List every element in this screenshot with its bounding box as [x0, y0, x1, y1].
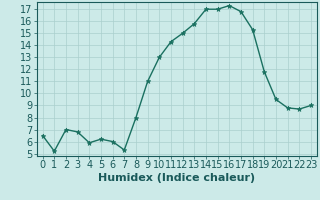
- X-axis label: Humidex (Indice chaleur): Humidex (Indice chaleur): [98, 173, 255, 183]
